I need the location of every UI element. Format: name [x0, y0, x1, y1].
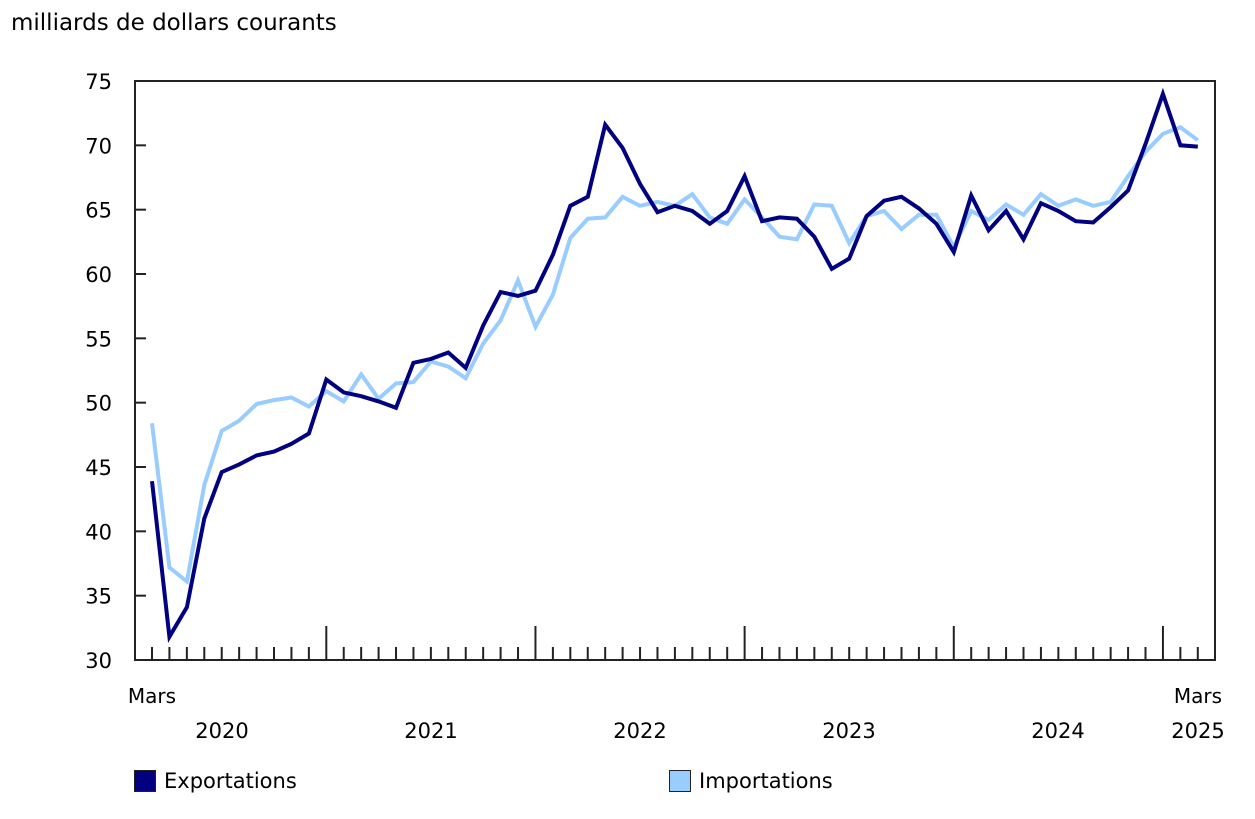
y-tick-label: 75 — [85, 70, 112, 94]
y-tick-label: 35 — [85, 585, 112, 609]
legend-swatch-exports — [134, 770, 156, 792]
series-line-importations — [150, 125, 1199, 586]
y-tick-label: 50 — [85, 392, 112, 416]
y-tick-label: 45 — [85, 456, 112, 480]
legend-label-imports: Importations — [699, 769, 833, 793]
x-year-label: 2021 — [404, 719, 457, 743]
x-year-label: 2024 — [1031, 719, 1084, 743]
x-year-label: 2023 — [822, 719, 875, 743]
legend-item-imports: Importations — [669, 769, 833, 793]
x-year-label: 2022 — [613, 719, 666, 743]
legend-label-exports: Exportations — [164, 769, 297, 793]
x-axis: Mars Mars 2020 2021 2022 2023 2024 2025 — [128, 626, 1225, 743]
x-end-month-label: Mars — [1174, 684, 1222, 708]
y-tick-label: 30 — [85, 649, 112, 673]
legend-swatch-imports — [669, 770, 691, 792]
y-tick-label: 60 — [85, 263, 112, 287]
x-start-month-label: Mars — [128, 684, 176, 708]
y-tick-label: 40 — [85, 520, 112, 544]
x-year-label: 2020 — [195, 719, 248, 743]
plot-frame — [134, 80, 1216, 661]
plot-lines — [150, 87, 1199, 643]
series-line-exportations — [150, 87, 1198, 643]
y-tick-label: 70 — [85, 134, 112, 158]
y-axis-title: milliards de dollars courants — [11, 10, 337, 36]
y-tick-label: 65 — [85, 199, 112, 223]
y-tick-label: 55 — [85, 327, 112, 351]
legend-item-exports: Exportations — [134, 769, 297, 793]
x-year-label: 2025 — [1171, 719, 1224, 743]
y-axis: 30 35 40 45 50 55 60 65 70 75 — [85, 70, 146, 673]
